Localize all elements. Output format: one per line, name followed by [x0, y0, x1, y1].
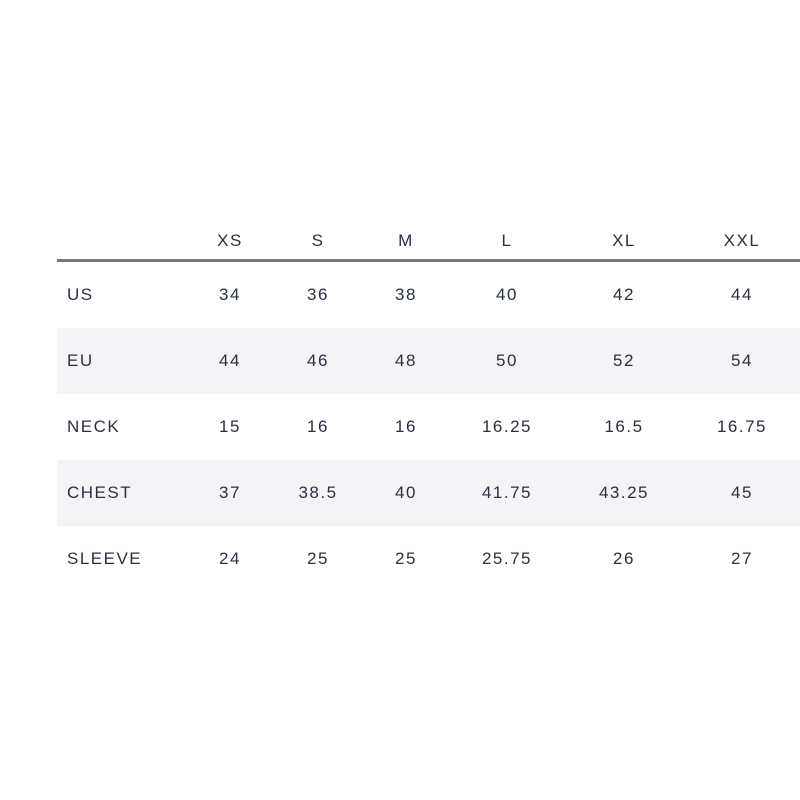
column-header-xxl: XXL — [723, 230, 761, 250]
row-label-eu: EU — [67, 351, 94, 370]
size-value: 40 — [496, 285, 518, 304]
size-value: 16.75 — [716, 417, 768, 436]
column-header-l: L — [501, 230, 513, 250]
size-value: 52 — [613, 351, 635, 370]
size-value: 38.5 — [298, 483, 338, 502]
size-value: 25 — [307, 549, 329, 568]
size-value: 50 — [496, 351, 518, 370]
size-value: 15 — [219, 417, 241, 436]
table-row-chest: CHEST 37 38.5 40 41.75 43.25 45 — [57, 460, 800, 526]
column-header-m: M — [398, 230, 414, 250]
size-value: 38 — [395, 285, 417, 304]
size-value: 26 — [613, 549, 635, 568]
column-header-xl: XL — [612, 230, 636, 250]
size-chart-header: XS S M L XL XXL — [57, 222, 800, 261]
size-value: 41.75 — [481, 483, 533, 502]
row-label-us: US — [67, 285, 94, 304]
size-value: 42 — [613, 285, 635, 304]
size-value: 16 — [395, 417, 417, 436]
size-value: 46 — [307, 351, 329, 370]
size-value: 34 — [219, 285, 241, 304]
table-row-neck: NECK 15 16 16 16.25 16.5 16.75 — [57, 394, 800, 460]
column-header-blank — [57, 222, 186, 261]
size-value: 16.25 — [481, 417, 533, 436]
size-value: 45 — [731, 483, 753, 502]
size-value: 48 — [395, 351, 417, 370]
column-header-s: S — [311, 230, 325, 250]
row-label-chest: CHEST — [67, 483, 133, 502]
table-row-eu: EU 44 46 48 50 52 54 — [57, 328, 800, 394]
size-value: 43.25 — [598, 483, 650, 502]
size-value: 25 — [395, 549, 417, 568]
row-label-neck: NECK — [67, 417, 121, 436]
size-value: 54 — [731, 351, 753, 370]
size-chart-body: US 34 36 38 40 42 44 EU 44 46 48 50 52 5… — [57, 261, 800, 593]
size-value: 37 — [219, 483, 241, 502]
header-row: XS S M L XL XXL — [57, 222, 800, 261]
size-value: 36 — [307, 285, 329, 304]
size-value: 16 — [307, 417, 329, 436]
size-value: 24 — [219, 549, 241, 568]
size-value: 44 — [219, 351, 241, 370]
size-value: 25.75 — [481, 549, 533, 568]
row-label-sleeve: SLEEVE — [67, 549, 143, 568]
table-row-sleeve: SLEEVE 24 25 25 25.75 26 27 — [57, 526, 800, 592]
column-header-xs: XS — [217, 230, 243, 250]
size-value: 16.5 — [604, 417, 644, 436]
size-chart-table: XS S M L XL XXL US 34 36 38 40 42 44 EU … — [57, 222, 800, 592]
size-value: 27 — [731, 549, 753, 568]
table-row-us: US 34 36 38 40 42 44 — [57, 261, 800, 329]
size-value: 40 — [395, 483, 417, 502]
size-value: 44 — [731, 285, 753, 304]
